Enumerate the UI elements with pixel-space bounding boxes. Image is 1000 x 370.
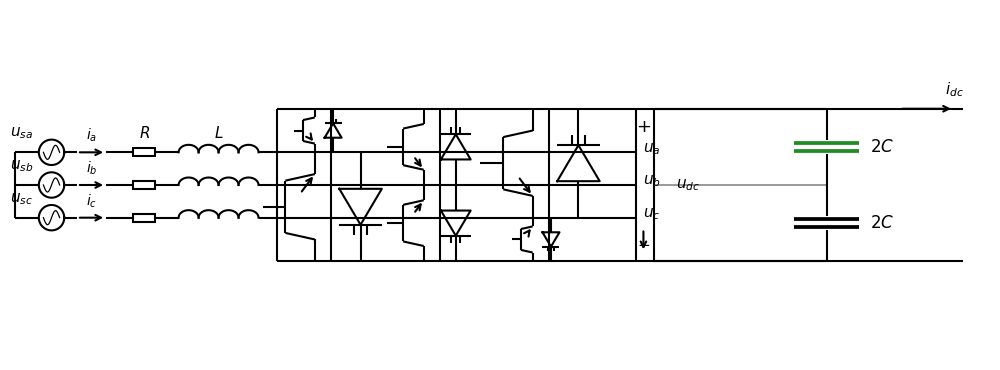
Bar — [133, 213, 155, 222]
Text: $i_a$: $i_a$ — [86, 127, 97, 144]
Text: $u_b$: $u_b$ — [643, 174, 661, 189]
Text: $u_c$: $u_c$ — [643, 206, 661, 222]
Text: $2C$: $2C$ — [870, 214, 895, 232]
Text: $-$: $-$ — [637, 236, 650, 250]
Text: $L$: $L$ — [214, 125, 223, 141]
Bar — [133, 181, 155, 189]
Text: $u_{sb}$: $u_{sb}$ — [10, 158, 33, 174]
Text: $i_c$: $i_c$ — [86, 192, 97, 209]
Text: $R$: $R$ — [139, 125, 150, 141]
Text: $+$: $+$ — [636, 118, 651, 136]
Text: $u_a$: $u_a$ — [643, 141, 661, 157]
Bar — [133, 148, 155, 157]
Text: $u_{sa}$: $u_{sa}$ — [10, 126, 33, 141]
Text: $i_b$: $i_b$ — [86, 159, 97, 177]
Text: $2C$: $2C$ — [870, 138, 895, 156]
Text: $u_{dc}$: $u_{dc}$ — [676, 177, 700, 193]
Text: $i_{dc}$: $i_{dc}$ — [945, 80, 963, 99]
Text: $u_{sc}$: $u_{sc}$ — [10, 191, 33, 207]
